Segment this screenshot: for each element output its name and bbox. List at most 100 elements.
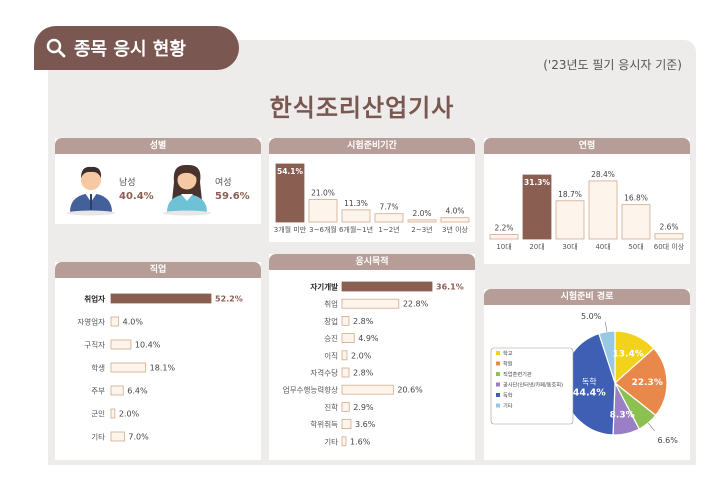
- bar-purpose-8: [341, 419, 352, 430]
- category-label-prep_period-0: 3개월 미만: [274, 225, 307, 234]
- value-label-prep_period-1: 21.0%: [311, 188, 335, 197]
- bar-prep_period-2: [341, 209, 371, 223]
- value-label-prep_path-4: 44.4%: [573, 388, 606, 399]
- bar-job-5: [110, 408, 116, 419]
- prep-path-panel: 시험준비 경로 13.4% 22.3% 8.3% 독학 44.4% 6.6% 5.0% 학교 학…: [484, 289, 690, 460]
- legend-swatch-1: [496, 361, 500, 366]
- purpose-panel: 응시목적 자기개발 36.1% 취업 22.8% 창업 2.8% 승진 4.9% 이직 2.0% 자…: [269, 254, 475, 460]
- category-label-prep_period-3: 1~2년: [378, 225, 399, 234]
- bar-job-0: [110, 293, 212, 304]
- value-label-job-2: 10.4%: [135, 341, 161, 350]
- value-label-purpose-8: 3.6%: [355, 420, 376, 429]
- category-label-prep_period-4: 2~3년: [411, 225, 432, 234]
- legend-label-0: 학교: [503, 349, 513, 357]
- value-label-age-3: 28.4%: [591, 170, 615, 179]
- gender-panel: 성별 남성 40.4% 여성 59.6%: [55, 138, 261, 224]
- category-label-age-5: 60대 이상: [654, 242, 685, 251]
- value-label-age-0: 2.2%: [494, 224, 513, 233]
- legend-label-1: 학원: [503, 360, 513, 368]
- value-label-prep_period-3: 7.7%: [379, 203, 398, 212]
- value-label-job-5: 2.0%: [119, 410, 140, 419]
- legend-swatch-5: [496, 403, 500, 408]
- prep-path-chart: 13.4%22.3%8.3%독학44.4%6.6%5.0%학교학원직업훈련기관공…: [490, 312, 678, 445]
- female-value: 59.6%: [215, 191, 250, 202]
- category-label-age-4: 50대: [628, 243, 643, 251]
- slice-prep_path-5: [598, 330, 616, 384]
- leader-line-prep_path-2: [647, 422, 655, 431]
- value-label-prep_period-0: 54.1%: [277, 167, 304, 176]
- category-label-purpose-0: 자기개발: [310, 282, 338, 292]
- legend-swatch-3: [496, 382, 500, 387]
- value-label-age-4: 16.8%: [624, 194, 648, 203]
- value-label-purpose-6: 20.6%: [397, 386, 423, 395]
- category-label-purpose-8: 학위취득: [310, 419, 338, 429]
- legend-label-5: 기타: [503, 402, 513, 410]
- bar-purpose-3: [341, 333, 355, 343]
- female-label: 여성: [215, 176, 232, 188]
- value-label-prep_path-3: 8.3%: [610, 410, 635, 420]
- value-label-purpose-2: 2.8%: [353, 317, 374, 326]
- value-label-age-5: 2.6%: [659, 223, 678, 232]
- job-chart: 취업자 52.2% 자영업자 4.0% 구직자 10.4% 학생 18.1% 주부 6.4% 군인 2…: [77, 293, 242, 442]
- bar-age-0: [489, 234, 519, 240]
- prep-period-chart: 54.1% 3개월 미만 21.0% 3~6개월 11.3% 6개월~1년 7.7% 1~2년…: [274, 163, 470, 234]
- gender-panel-title: 성별: [55, 138, 261, 154]
- slice-prep_path-1: [614, 347, 668, 417]
- age-panel: 연령 2.2% 10대 31.3% 20대 18.7% 30대 28.4% 40대 16.8% 5…: [484, 138, 690, 264]
- legend-box: [490, 347, 574, 425]
- category-label-job-4: 주부: [91, 387, 105, 396]
- category-label-job-5: 군인: [91, 409, 105, 419]
- value-label-job-6: 7.0%: [128, 433, 149, 442]
- bar-job-2: [110, 339, 132, 350]
- bar-job-4: [110, 385, 124, 396]
- value-label-purpose-1: 22.8%: [403, 300, 429, 309]
- category-label-job-1: 자영업자: [77, 317, 105, 327]
- prep-period-panel: 시험준비기간 54.1% 3개월 미만 21.0% 3~6개월 11.3% 6개월~1년 7…: [269, 138, 475, 242]
- bar-purpose-0: [341, 281, 433, 292]
- value-label-purpose-7: 2.9%: [353, 403, 374, 412]
- category-label-age-2: 30대: [562, 243, 577, 251]
- value-label-age-2: 18.7%: [558, 190, 582, 199]
- category-label-job-3: 학생: [91, 363, 105, 373]
- bar-age-2: [555, 200, 585, 240]
- bar-age-4: [621, 204, 651, 240]
- bar-prep_period-5: [440, 217, 470, 223]
- category-label-job-2: 구직자: [84, 340, 105, 350]
- page-title: 한식조리산업기사: [269, 94, 455, 122]
- prep-path-panel-title: 시험준비 경로: [484, 289, 690, 305]
- bar-purpose-2: [341, 316, 350, 326]
- category-label-purpose-3: 승진: [324, 333, 338, 343]
- value-label-prep_period-2: 11.3%: [344, 199, 368, 208]
- value-label-job-4: 6.4%: [127, 387, 148, 396]
- legend-swatch-2: [496, 372, 500, 376]
- age-panel-title: 연령: [484, 138, 690, 154]
- male-avatar: [67, 166, 115, 216]
- male-value: 40.4%: [119, 191, 154, 202]
- category-label-prep_period-1: 3~6개월: [309, 225, 337, 234]
- category-label-job-0: 취업자: [84, 294, 105, 304]
- age-chart: 2.2% 10대 31.3% 20대 18.7% 30대 28.4% 40대 16.8% 50대 2…: [489, 170, 685, 251]
- bar-purpose-1: [341, 298, 400, 309]
- category-label-job-6: 기타: [91, 433, 105, 442]
- category-label-age-0: 10대: [496, 243, 511, 251]
- category-label-purpose-9: 기타: [324, 437, 338, 446]
- value-label-prep_period-4: 2.0%: [412, 209, 431, 218]
- legend-swatch-4: [496, 393, 500, 397]
- bar-job-3: [110, 362, 147, 373]
- value-label-job-1: 4.0%: [123, 318, 144, 327]
- value-label-purpose-0: 36.1%: [436, 283, 464, 292]
- bar-prep_period-3: [374, 213, 404, 223]
- category-label-purpose-5: 자격수당: [310, 368, 338, 378]
- value-label-prep_path-1: 22.3%: [632, 378, 663, 388]
- value-label-purpose-3: 4.9%: [358, 334, 379, 343]
- category-label-age-1: 20대: [529, 243, 544, 251]
- value-label-prep_period-5: 4.0%: [445, 207, 464, 216]
- legend-label-2: 직업훈련기관: [503, 370, 532, 378]
- value-label-prep_path-0: 13.4%: [613, 350, 644, 360]
- bar-job-6: [110, 431, 125, 442]
- bar-prep_period-0: [275, 163, 305, 223]
- prep-period-panel-title: 시험준비기간: [269, 138, 475, 154]
- category-label-purpose-1: 취업: [324, 300, 338, 309]
- section-title: 종목 응시 현황: [74, 39, 186, 60]
- category-label-age-3: 40대: [595, 243, 610, 251]
